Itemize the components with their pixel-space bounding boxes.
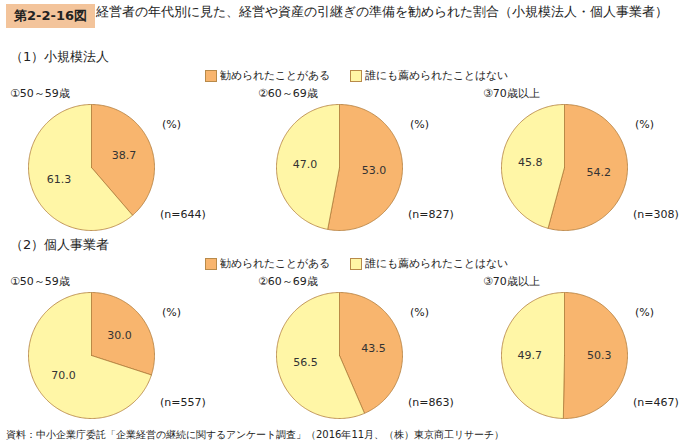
svg-text:47.0: 47.0 — [293, 158, 318, 171]
html-text:勧められたことがある: 勧められたことがある — [220, 257, 330, 270]
html-text:③70歳以上: ③70歳以上 — [483, 87, 540, 100]
html-text:勧められたことがある: 勧められたことがある — [220, 69, 330, 82]
svg-text:50.3: 50.3 — [587, 349, 612, 362]
svg-text:49.7: 49.7 — [518, 349, 543, 362]
svg-text:43.5: 43.5 — [361, 342, 386, 355]
html-text:(n=644): (n=644) — [160, 208, 206, 221]
svg-text:53.0: 53.0 — [362, 164, 387, 177]
svg-text:61.3: 61.3 — [47, 173, 71, 186]
html-text:②60～69歳: ②60～69歳 — [258, 87, 318, 100]
html-text:誰にも薦められたことはない: 誰にも薦められたことはない — [365, 69, 508, 82]
svg-text:30.0: 30.0 — [107, 329, 132, 342]
html-text:（2）個人事業者: （2）個人事業者 — [10, 237, 110, 252]
svg-text:38.7: 38.7 — [112, 149, 136, 162]
html-text:(n=467): (n=467) — [633, 396, 679, 409]
html-text:(n=557): (n=557) — [160, 396, 206, 409]
html-text:③70歳以上: ③70歳以上 — [483, 275, 540, 288]
html-text:経営者の年代別に見た、経営や資産の引継ぎの準備を勧められた割: 経営者の年代別に見た、経営や資産の引継ぎの準備を勧められた割合（小規模法人・個人… — [96, 4, 668, 19]
html-text:資料：中小企業庁委託「企業経営の継続に関するアンケート調査」: 資料：中小企業庁委託「企業経営の継続に関するアンケート調査」（2016年11月、… — [6, 429, 505, 440]
html-text:①50～59歳: ①50～59歳 — [10, 275, 70, 288]
html-text:(n=863): (n=863) — [408, 396, 454, 409]
html-text:第2-2-16図: 第2-2-16図 — [14, 8, 87, 23]
svg-text:54.2: 54.2 — [587, 166, 612, 179]
html-text:②60～69歳: ②60～69歳 — [258, 275, 318, 288]
svg-text:56.5: 56.5 — [293, 356, 318, 369]
svg-text:70.0: 70.0 — [51, 369, 76, 382]
html-text:誰にも薦められたことはない: 誰にも薦められたことはない — [365, 257, 508, 270]
html-text:(n=308): (n=308) — [633, 208, 679, 221]
html-text:(n=827): (n=827) — [408, 208, 454, 221]
html-text:（1）小規模法人: （1）小規模法人 — [10, 49, 110, 64]
svg-text:45.8: 45.8 — [518, 156, 543, 169]
html-text:①50～59歳: ①50～59歳 — [10, 87, 70, 100]
